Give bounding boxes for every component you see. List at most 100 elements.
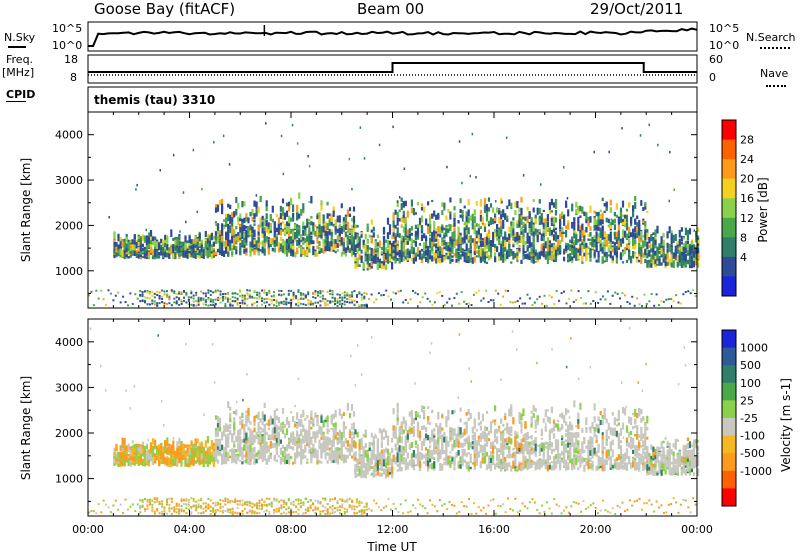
echo-cell xyxy=(550,250,553,253)
echo-cell xyxy=(178,437,181,445)
ground-scatter-cell xyxy=(207,298,210,301)
ground-scatter-cell xyxy=(256,291,259,294)
echo-cell xyxy=(463,228,466,235)
ground-scatter-cell xyxy=(309,303,312,306)
echo-cell xyxy=(283,229,287,236)
echo-cell xyxy=(265,431,268,436)
echo-cell xyxy=(229,423,232,429)
echo-cell xyxy=(414,252,417,257)
echo-cell xyxy=(344,216,347,222)
echo-cell xyxy=(528,226,531,234)
echo-cell xyxy=(487,207,491,212)
echo-cell xyxy=(194,454,197,457)
echo-cell xyxy=(212,249,215,253)
echo-cell xyxy=(609,199,612,206)
echo-cell xyxy=(326,452,329,456)
freq-tick-low: 8 xyxy=(70,71,77,84)
echo-cell xyxy=(388,244,392,253)
echo-cell xyxy=(585,252,588,260)
echo-cell xyxy=(241,447,244,452)
echo-cell xyxy=(158,243,161,250)
echo-cell xyxy=(587,233,590,237)
echo-cell xyxy=(294,436,297,445)
echo-cell xyxy=(516,239,519,245)
ground-scatter-cell xyxy=(621,292,624,294)
echo-cell xyxy=(227,436,230,441)
echo-cell xyxy=(510,230,513,238)
echo-cell xyxy=(239,428,242,434)
echo-cell xyxy=(435,253,438,261)
ground-scatter-cell xyxy=(107,289,110,292)
echo-cell xyxy=(634,251,637,254)
echo-cell xyxy=(372,248,375,255)
echo-cell xyxy=(149,445,153,451)
echo-cell xyxy=(595,239,598,247)
echo-cell xyxy=(518,235,521,241)
echo-cell xyxy=(304,226,307,232)
echo-cell xyxy=(344,224,347,230)
echo-cell xyxy=(544,229,547,236)
echo-cell xyxy=(433,230,436,238)
echo-cell xyxy=(279,447,282,455)
ground-scatter-cell xyxy=(346,294,349,297)
echo-cell xyxy=(241,439,244,443)
echo-cell xyxy=(267,222,270,228)
echo-cell xyxy=(473,251,476,256)
echo-cell xyxy=(559,240,562,245)
echo-cell xyxy=(259,195,262,202)
ground-scatter-cell xyxy=(229,298,232,301)
echo-cell xyxy=(180,453,183,460)
echo-cell xyxy=(273,421,276,429)
echo-cell xyxy=(225,218,228,223)
echo-cell xyxy=(621,261,625,264)
echo-cell xyxy=(605,254,608,262)
echo-cell xyxy=(158,252,161,256)
echo-cell xyxy=(512,221,515,229)
echo-cell xyxy=(125,243,128,250)
echo-cell xyxy=(184,251,187,258)
echo-cell xyxy=(563,250,566,255)
echo-cell xyxy=(147,238,151,247)
ground-scatter-cell xyxy=(648,300,651,303)
echo-cell xyxy=(316,414,319,417)
echo-cell xyxy=(216,438,220,443)
echo-cell xyxy=(342,237,345,243)
ground-scatter-cell xyxy=(231,300,234,303)
echo-cell xyxy=(239,213,242,221)
ground-scatter-cell xyxy=(299,296,302,299)
echo-cell xyxy=(251,226,254,234)
echo-cell xyxy=(374,253,377,259)
echo-cell xyxy=(172,448,175,455)
echo-cell xyxy=(288,206,291,212)
echo-cell xyxy=(542,248,545,257)
echo-cell xyxy=(275,450,278,453)
echo-cell xyxy=(352,241,356,247)
echo-cell xyxy=(692,251,696,258)
echo-cell xyxy=(210,455,213,461)
echo-cell xyxy=(186,246,189,251)
echo-cell xyxy=(384,264,388,271)
ground-scatter-cell xyxy=(531,304,534,306)
ground-scatter-cell xyxy=(346,301,349,303)
ground-scatter-cell xyxy=(222,299,224,302)
echo-cell xyxy=(632,210,635,216)
echo-cell xyxy=(512,230,515,236)
echo-cell xyxy=(235,458,238,465)
ground-scatter-cell xyxy=(261,289,263,292)
echo-cell xyxy=(257,248,260,255)
echo-cell xyxy=(145,241,149,246)
echo-cell xyxy=(348,235,352,239)
echo-cell xyxy=(680,247,683,252)
echo-cell xyxy=(273,427,276,434)
echo-cell xyxy=(368,266,371,270)
echo-cell xyxy=(374,246,377,251)
echo-cell xyxy=(593,242,596,248)
echo-cell xyxy=(492,231,495,236)
echo-cell xyxy=(184,242,187,251)
echo-cell xyxy=(312,453,315,458)
ground-scatter-cell xyxy=(219,297,222,300)
echo-cell xyxy=(496,234,499,240)
echo-cell xyxy=(137,246,140,252)
echo-cell xyxy=(623,214,627,219)
echo-cell xyxy=(322,437,325,440)
